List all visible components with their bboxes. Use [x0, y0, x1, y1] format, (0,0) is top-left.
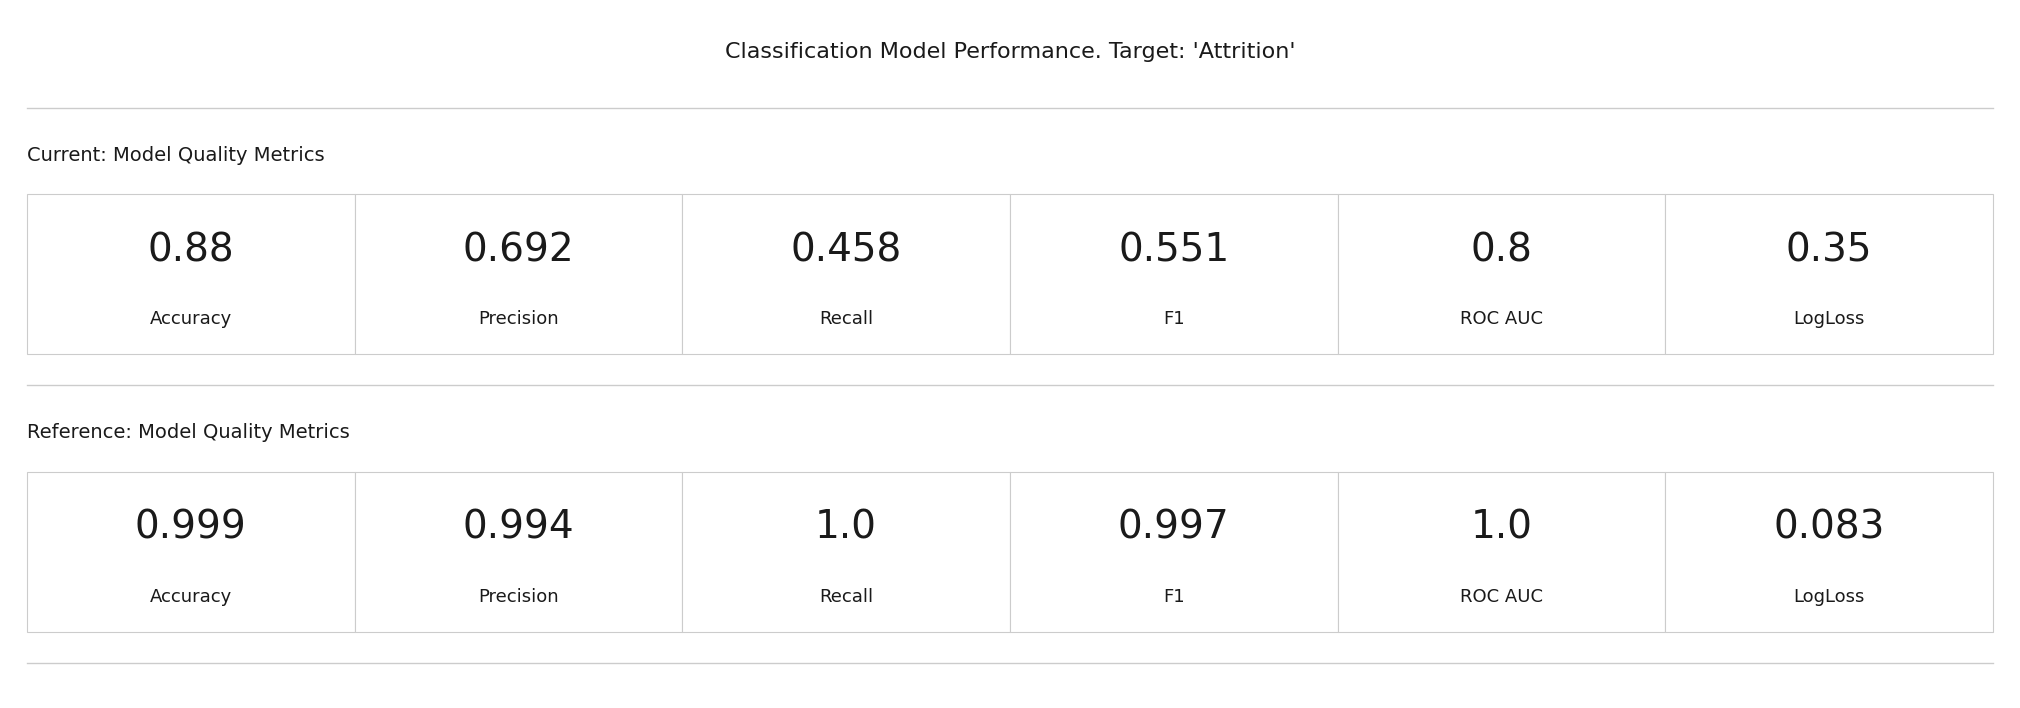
Text: 0.994: 0.994 [463, 509, 574, 547]
FancyBboxPatch shape [1010, 195, 1337, 354]
Text: ROC AUC: ROC AUC [1460, 310, 1543, 328]
Text: 0.999: 0.999 [135, 509, 246, 547]
Text: 1.0: 1.0 [1471, 509, 1533, 547]
FancyBboxPatch shape [1664, 195, 1994, 354]
FancyBboxPatch shape [1664, 472, 1994, 632]
Text: 0.35: 0.35 [1786, 232, 1873, 269]
FancyBboxPatch shape [26, 472, 356, 632]
Text: Classification Model Performance. Target: 'Attrition': Classification Model Performance. Target… [725, 42, 1295, 62]
Text: 0.083: 0.083 [1774, 509, 1885, 547]
Text: Accuracy: Accuracy [149, 310, 232, 328]
Text: Recall: Recall [818, 588, 873, 605]
Text: 0.551: 0.551 [1119, 232, 1230, 269]
Text: Precision: Precision [479, 310, 560, 328]
Text: F1: F1 [1164, 310, 1184, 328]
Text: Recall: Recall [818, 310, 873, 328]
FancyBboxPatch shape [683, 195, 1010, 354]
Text: 0.692: 0.692 [463, 232, 574, 269]
Text: 0.997: 0.997 [1117, 509, 1230, 547]
Text: 0.88: 0.88 [147, 232, 234, 269]
FancyBboxPatch shape [1010, 472, 1337, 632]
Text: LogLoss: LogLoss [1794, 588, 1864, 605]
FancyBboxPatch shape [683, 472, 1010, 632]
FancyBboxPatch shape [26, 195, 356, 354]
FancyBboxPatch shape [356, 472, 683, 632]
Text: F1: F1 [1164, 588, 1184, 605]
Text: LogLoss: LogLoss [1794, 310, 1864, 328]
FancyBboxPatch shape [1337, 195, 1664, 354]
Text: Accuracy: Accuracy [149, 588, 232, 605]
Text: 1.0: 1.0 [816, 509, 877, 547]
FancyBboxPatch shape [356, 195, 683, 354]
Text: 0.458: 0.458 [790, 232, 901, 269]
Text: Precision: Precision [479, 588, 560, 605]
Text: Current: Model Quality Metrics: Current: Model Quality Metrics [26, 146, 325, 165]
Text: ROC AUC: ROC AUC [1460, 588, 1543, 605]
Text: 0.8: 0.8 [1471, 232, 1533, 269]
FancyBboxPatch shape [1337, 472, 1664, 632]
Text: Reference: Model Quality Metrics: Reference: Model Quality Metrics [26, 423, 349, 442]
